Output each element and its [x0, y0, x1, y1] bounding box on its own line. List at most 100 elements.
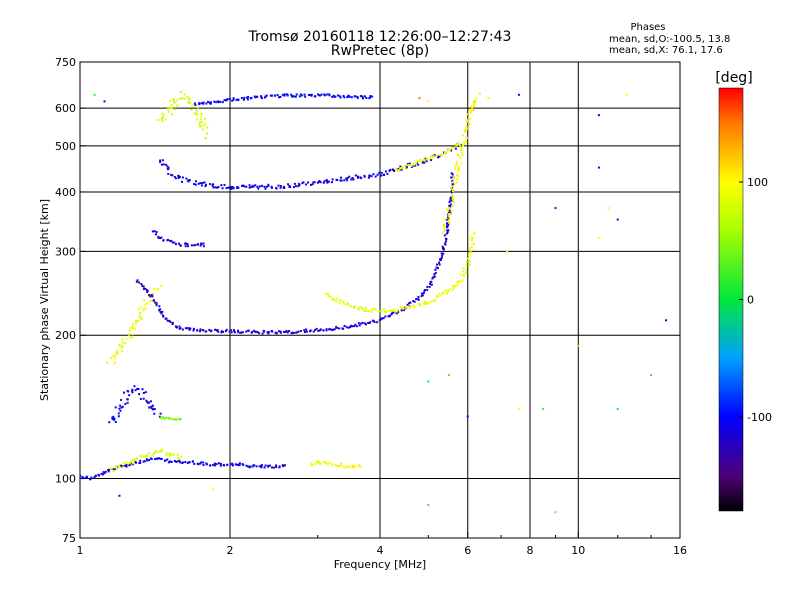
- echo-point: [343, 179, 346, 182]
- echo-point: [155, 302, 158, 305]
- echo-point: [133, 385, 136, 388]
- echo-point: [243, 185, 246, 188]
- echo-point: [265, 94, 268, 97]
- echo-point: [248, 466, 251, 469]
- echo-point: [148, 459, 151, 462]
- echo-point: [200, 243, 203, 246]
- echo-point: [448, 149, 451, 152]
- y-tick-label: 75: [62, 532, 76, 545]
- echo-point: [223, 99, 226, 102]
- echo-point: [262, 329, 265, 332]
- echo-point: [193, 112, 196, 115]
- echo-point: [170, 418, 173, 421]
- echo-point: [399, 306, 402, 309]
- echo-point: [430, 283, 433, 286]
- x-tick-label: 6: [464, 544, 471, 557]
- echo-point: [261, 332, 264, 335]
- echo-point: [466, 127, 469, 130]
- echo-point: [443, 223, 446, 226]
- echo-point: [473, 232, 476, 235]
- echo-point: [167, 110, 170, 113]
- echo-point: [293, 182, 296, 185]
- echo-point: [152, 452, 155, 455]
- x-tick-label: 1: [77, 544, 84, 557]
- echo-point: [177, 177, 180, 180]
- x-tick-label: 4: [377, 544, 384, 557]
- echo-point: [356, 176, 359, 179]
- echo-point: [94, 474, 97, 477]
- echo-point: [160, 118, 163, 121]
- echo-point: [165, 453, 168, 456]
- echo-point: [113, 417, 116, 420]
- echo-point: [283, 94, 286, 97]
- echo-point: [256, 95, 259, 98]
- echo-point: [173, 418, 176, 421]
- echo-point: [100, 472, 103, 475]
- echo-point: [356, 175, 359, 178]
- echo-point: [154, 301, 157, 304]
- echo-point: [463, 142, 466, 145]
- echo-point: [265, 185, 268, 188]
- echo-point: [205, 132, 208, 135]
- echo-point: [359, 305, 362, 308]
- echo-point: [203, 181, 206, 184]
- echo-point: [329, 296, 332, 299]
- echo-point: [342, 300, 345, 303]
- echo-point: [404, 166, 407, 169]
- echo-point: [270, 466, 273, 469]
- echo-point: [283, 464, 286, 467]
- echo-point: [447, 289, 450, 292]
- echo-point: [174, 177, 177, 180]
- echo-point: [457, 140, 460, 143]
- echo-point: [242, 98, 245, 101]
- echo-point: [449, 186, 452, 189]
- echo-point: [121, 350, 124, 353]
- echo-point: [334, 95, 337, 98]
- echo-point: [171, 453, 174, 456]
- echo-point: [334, 464, 337, 467]
- echo-point: [322, 329, 325, 332]
- echo-point: [279, 186, 282, 189]
- echo-point: [450, 147, 453, 150]
- echo-point: [472, 101, 475, 104]
- echo-point: [365, 310, 368, 313]
- echo-point: [135, 320, 138, 323]
- echo-point: [384, 315, 387, 318]
- echo-point: [270, 94, 273, 97]
- echo-point: [383, 307, 386, 310]
- echo-point: [126, 390, 129, 393]
- echo-point: [335, 325, 338, 328]
- echo-point: [412, 300, 415, 303]
- echo-point: [136, 387, 139, 390]
- echo-point: [153, 412, 156, 415]
- echo-point: [248, 186, 251, 189]
- echo-point: [442, 231, 445, 234]
- echo-point: [351, 466, 354, 469]
- echo-point: [198, 123, 201, 126]
- echo-point: [442, 252, 445, 255]
- echo-point: [235, 98, 238, 101]
- echo-point: [185, 177, 188, 180]
- echo-point: [209, 464, 212, 467]
- echo-point: [473, 103, 476, 106]
- echo-point: [199, 244, 202, 247]
- echo-point: [159, 160, 162, 163]
- echo-point: [463, 273, 466, 276]
- echo-point: [435, 266, 438, 269]
- echo-point: [160, 448, 163, 451]
- echo-point: [438, 292, 441, 295]
- echo-point: [355, 325, 358, 328]
- echo-point: [221, 187, 224, 190]
- echo-point: [434, 299, 437, 302]
- echo-point: [232, 329, 235, 332]
- echo-point: [470, 105, 473, 108]
- echo-point: [267, 332, 270, 335]
- echo-point: [158, 305, 161, 308]
- echo-point: [162, 163, 165, 166]
- echo-point: [232, 98, 235, 101]
- echo-point: [417, 298, 420, 301]
- echo-point: [472, 243, 475, 246]
- echo-point: [160, 236, 163, 239]
- echo-point: [144, 454, 147, 457]
